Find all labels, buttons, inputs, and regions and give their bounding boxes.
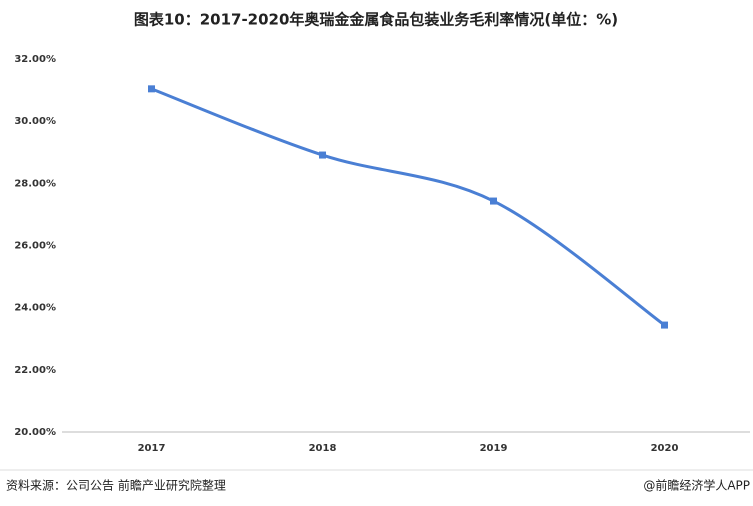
marker <box>490 197 497 205</box>
credit: @前瞻经济学人APP <box>643 478 750 493</box>
line <box>150 87 666 327</box>
y-tick-label: 28.00% <box>14 178 56 189</box>
x-tick-label: 2017 <box>138 443 166 454</box>
y-tick-label: 24.00% <box>14 303 56 314</box>
y-tick-label: 20.00% <box>14 427 56 438</box>
marker <box>319 151 326 159</box>
y-tick-label: 22.00% <box>14 365 56 376</box>
chart-title: 图表10：2017-2020年奥瑞金金属食品包装业务毛利率情况(单位：%) <box>134 11 618 29</box>
y-tick-label: 32.00% <box>14 54 56 65</box>
x-tick-label: 2020 <box>651 443 679 454</box>
x-tick-label: 2018 <box>309 443 337 454</box>
source: 资料来源：公司公告 前瞻产业研究院整理 <box>6 478 226 493</box>
y-tick-label: 26.00% <box>14 241 56 252</box>
y-tick-label: 30.00% <box>14 116 56 127</box>
x-tick-label: 2019 <box>480 443 508 454</box>
marker <box>148 85 155 93</box>
marker <box>661 321 668 329</box>
